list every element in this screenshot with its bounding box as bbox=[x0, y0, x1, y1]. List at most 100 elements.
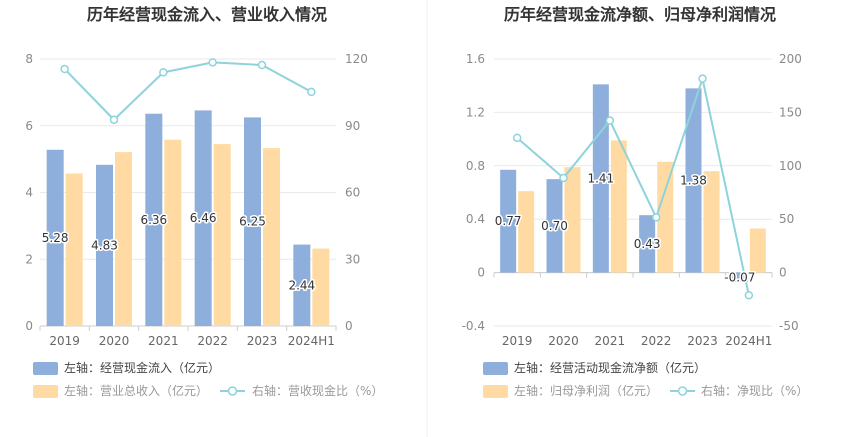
right-chart-bar-series-2-2020 bbox=[564, 167, 581, 273]
right-chart-bar-series-1-2019 bbox=[500, 169, 517, 273]
left-chart-data-label-2022: 6.46 bbox=[190, 211, 217, 225]
right-chart-bar-series-1-2021 bbox=[592, 84, 609, 273]
left-legend-marker-icon bbox=[227, 386, 238, 396]
left-chart: 历年经营现金流入、营业收入情况 0 2 4 6 8 0 30 60 90 120 2019 2020 2… bbox=[25, 5, 383, 398]
right-chart-data-label-2019: 0.77 bbox=[495, 214, 522, 228]
left-chart-bar-series-1-2024H1 bbox=[293, 244, 311, 326]
left-chart-line-point-2022 bbox=[208, 58, 217, 67]
right-chart-left-axis-tick-label: -0.4 bbox=[462, 319, 485, 333]
right-chart-category-label-2022: 2022 bbox=[641, 334, 672, 348]
left-chart-bar-series-2-2021 bbox=[164, 139, 182, 326]
right-legend-item-bar-series-2[interactable]: 左轴：归母净利润（亿元） bbox=[483, 383, 658, 398]
right-chart-right-axis-tick-label: -50 bbox=[779, 319, 799, 333]
right-chart-title: 历年经营现金流净额、归母净利润情况 bbox=[504, 5, 776, 24]
right-chart-bar-series-1-2022 bbox=[639, 215, 656, 273]
left-legend-swatch-bar-series-1 bbox=[33, 362, 58, 375]
left-chart-right-axis-tick-label: 60 bbox=[345, 186, 360, 200]
left-chart-bar-series-2-2020 bbox=[115, 152, 132, 326]
left-chart-bar-series-1-2022 bbox=[194, 110, 212, 327]
right-chart-left-axis-tick-label: 0 bbox=[477, 266, 485, 280]
left-chart-category-label-2021: 2021 bbox=[148, 334, 179, 348]
right-chart-bar-series-1-2023 bbox=[685, 88, 702, 273]
right-legend-label-bar-series-2: 左轴：归母净利润（亿元） bbox=[514, 383, 658, 398]
left-chart-left-axis-tick-label: 0 bbox=[25, 319, 33, 333]
right-chart-left-axis-tick-label: 0.8 bbox=[466, 159, 485, 173]
right-chart-right-axis-tick-label: 0 bbox=[779, 266, 787, 280]
right-chart-right-axis-tick-label: 100 bbox=[779, 159, 802, 173]
right-chart-left-axis-tick-label: 1.2 bbox=[466, 105, 485, 119]
left-chart-data-label-2021: 6.36 bbox=[140, 213, 167, 227]
right-legend-label-line-series: 右轴：净现比（%） bbox=[701, 383, 808, 398]
left-chart-left-axis-tick-label: 8 bbox=[25, 52, 33, 66]
left-chart-line-point-2024H1 bbox=[307, 87, 316, 97]
left-legend-item-bar-series-1[interactable]: 左轴：经营现金流入（亿元） bbox=[33, 360, 220, 375]
right-chart-left-axis-tick-label: 0.4 bbox=[466, 212, 485, 226]
right-chart-right-axis-tick-label: 200 bbox=[779, 52, 802, 66]
left-legend-item-line-series[interactable]: 右轴：营收现金比（%） bbox=[220, 383, 383, 398]
right-chart-category-label-2024H1: 2024H1 bbox=[725, 334, 772, 348]
right-chart-plot: -0.4 0 0.4 0.8 1.2 1.6 -50 0 50 100 150 200 2019 2020… bbox=[462, 52, 802, 348]
left-legend-swatch-bar-series-2 bbox=[33, 385, 58, 398]
right-chart-category-label-2020: 2020 bbox=[548, 334, 579, 348]
right-chart: 历年经营现金流净额、归母净利润情况 -0.4 0 0.4 0.8 1.2 1.6 -50 0 5… bbox=[462, 5, 808, 398]
left-chart-bar-series-2-2023 bbox=[263, 148, 280, 326]
left-chart-right-axis-tick-label: 0 bbox=[345, 319, 353, 333]
right-chart-bar-series-2-2023 bbox=[703, 171, 720, 273]
right-chart-line-point-2020 bbox=[559, 173, 568, 183]
right-chart-line-point-2021 bbox=[605, 116, 615, 125]
right-chart-bar-series-1-2024H1 bbox=[731, 272, 748, 282]
left-chart-category-label-2022: 2022 bbox=[197, 334, 228, 348]
right-chart-category-label-2023: 2023 bbox=[687, 334, 718, 348]
left-chart-line-point-2023 bbox=[257, 60, 267, 70]
left-chart-line-point-2021 bbox=[159, 68, 168, 77]
left-chart-category-label-2024H1: 2024H1 bbox=[288, 334, 335, 348]
right-chart-data-label-2020: 0.70 bbox=[541, 219, 568, 233]
left-legend-item-bar-series-2[interactable]: 左轴：营业总收入（亿元） bbox=[33, 383, 208, 398]
right-legend-item-line-series[interactable]: 右轴：净现比（%） bbox=[670, 383, 808, 398]
right-chart-line-point-2019 bbox=[512, 133, 522, 143]
left-chart-bar-series-2-2022 bbox=[213, 144, 231, 326]
right-legend-item-bar-series-1[interactable]: 左轴：经营活动现金流净额（亿元） bbox=[483, 360, 706, 375]
right-chart-bar-series-1-2020 bbox=[546, 179, 563, 273]
left-chart-category-label-2023: 2023 bbox=[247, 334, 278, 348]
right-chart-data-label-2024H1: -0.07 bbox=[724, 270, 755, 284]
left-chart-right-axis-tick-label: 120 bbox=[345, 52, 368, 66]
right-chart-bar-series-2-2021 bbox=[610, 140, 627, 273]
right-chart-category-label-2021: 2021 bbox=[595, 334, 626, 348]
left-chart-data-label-2023: 6.25 bbox=[239, 215, 266, 229]
right-chart-category-label-2019: 2019 bbox=[502, 334, 533, 348]
left-chart-left-axis-tick-label: 2 bbox=[25, 252, 33, 266]
left-chart-category-label-2020: 2020 bbox=[99, 334, 130, 348]
left-chart-title: 历年经营现金流入、营业收入情况 bbox=[87, 5, 327, 24]
left-chart-category-label-2019: 2019 bbox=[49, 334, 80, 348]
left-legend-label-bar-series-2: 左轴：营业总收入（亿元） bbox=[64, 383, 208, 398]
right-chart-left-axis-tick-label: 1.6 bbox=[466, 52, 485, 66]
left-chart-left-axis-tick-label: 4 bbox=[25, 186, 33, 200]
right-chart-data-label-2021: 1.41 bbox=[587, 171, 614, 185]
left-chart-bar-series-1-2019 bbox=[46, 149, 64, 326]
right-chart-line-point-2022 bbox=[651, 213, 661, 222]
right-chart-bar-series-2-2022 bbox=[657, 161, 674, 273]
left-chart-right-axis-tick-label: 30 bbox=[345, 252, 360, 266]
right-legend-swatch-bar-series-2 bbox=[483, 385, 508, 398]
right-chart-data-label-2023: 1.38 bbox=[680, 173, 707, 187]
right-chart-line-point-2023 bbox=[698, 74, 707, 83]
left-chart-bar-series-1-2020 bbox=[96, 164, 113, 326]
left-chart-left-axis-tick-label: 6 bbox=[25, 119, 33, 133]
right-chart-bar-series-2-2019 bbox=[518, 191, 535, 273]
right-chart-line-series bbox=[516, 77, 750, 296]
left-chart-data-label-2024H1: 2.44 bbox=[288, 278, 315, 292]
right-legend-label-bar-series-1: 左轴：经营活动现金流净额（亿元） bbox=[514, 360, 706, 375]
left-chart-bar-series-2-2024H1 bbox=[312, 248, 330, 326]
left-chart-line-series bbox=[63, 61, 312, 121]
left-chart-bar-series-1-2023 bbox=[244, 117, 261, 326]
left-chart-line-point-2019 bbox=[60, 64, 69, 74]
left-legend-label-line-series: 右轴：营收现金比（%） bbox=[252, 383, 383, 398]
right-chart-right-axis-tick-label: 150 bbox=[779, 105, 802, 119]
right-chart-legend: 左轴：经营活动现金流净额（亿元） 左轴：归母净利润（亿元） 右轴：净现比（%） bbox=[483, 360, 808, 398]
left-chart-plot: 0 2 4 6 8 0 30 60 90 120 2019 2020 2021 2022 2023 2024H… bbox=[25, 52, 368, 348]
right-chart-data-label-2022: 0.43 bbox=[634, 237, 661, 251]
right-legend-marker-icon bbox=[677, 386, 688, 396]
right-chart-line-point-2024H1 bbox=[744, 290, 754, 300]
